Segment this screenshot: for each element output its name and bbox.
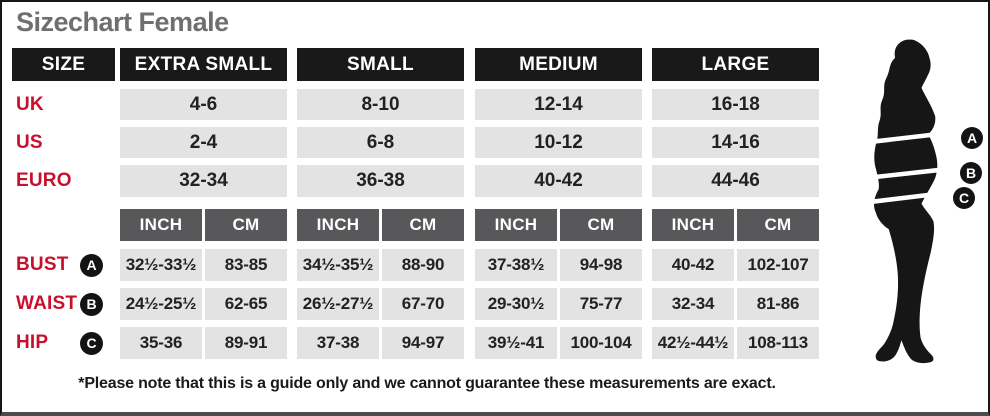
marker-a-badge: A — [80, 253, 103, 277]
row-label-cell: WAIST B — [12, 288, 115, 320]
header-large: LARGE — [652, 48, 819, 81]
row-label-cell: UK — [12, 89, 115, 120]
table-row-bust: BUST A 32½-33½ 83-85 34½-35½ 88-90 37-38… — [12, 249, 819, 281]
figure-marker-b-badge: B — [960, 162, 982, 184]
hip-xs-cm: 89-91 — [205, 327, 287, 359]
marker-c-badge: C — [80, 331, 103, 355]
bust-s-cm: 88-90 — [382, 249, 464, 281]
euro-medium: 40-42 — [475, 165, 642, 197]
hip-s-cm: 94-97 — [382, 327, 464, 359]
row-label-bust: BUST — [16, 254, 69, 275]
table-row-us: US 2-4 6-8 10-12 14-16 — [12, 127, 819, 158]
row-label-us: US — [16, 131, 43, 153]
waist-m-inch: 29-30½ — [475, 288, 557, 320]
unit-inch: INCH — [475, 209, 557, 241]
bust-measure-line — [872, 131, 944, 144]
waist-s-cm: 67-70 — [382, 288, 464, 320]
footnote: *Please note that this is a guide only a… — [78, 375, 776, 392]
bust-m-cm: 94-98 — [560, 249, 642, 281]
row-label-uk: UK — [16, 93, 44, 115]
hip-l-cm: 108-113 — [737, 327, 819, 359]
table-row-waist: WAIST B 24½-25½ 62-65 26½-27½ 67-70 29-3… — [12, 288, 819, 320]
waist-s-inch: 26½-27½ — [297, 288, 379, 320]
size-chart-table: SIZE EXTRA SMALL SMALL MEDIUM LARGE UK 4… — [12, 48, 819, 359]
us-large: 14-16 — [652, 127, 819, 158]
waist-xs-cm: 62-65 — [205, 288, 287, 320]
euro-small: 36-38 — [297, 165, 464, 197]
euro-large: 44-46 — [652, 165, 819, 197]
euro-extra-small: 32-34 — [120, 165, 287, 197]
header-size: SIZE — [12, 48, 115, 81]
unit-inch: INCH — [120, 209, 202, 241]
unit-inch: INCH — [297, 209, 379, 241]
unit-inch: INCH — [652, 209, 734, 241]
row-label-euro: EURO — [16, 170, 72, 191]
uk-medium: 12-14 — [475, 89, 642, 120]
unit-header-row: INCH CM INCH CM INCH CM INCH CM — [12, 209, 819, 241]
us-small: 6-8 — [297, 127, 464, 158]
uk-small: 8-10 — [297, 89, 464, 120]
hip-m-inch: 39½-41 — [475, 327, 557, 359]
row-label-cell: HIP C — [12, 327, 115, 359]
bust-l-cm: 102-107 — [737, 249, 819, 281]
female-silhouette-figure: A B C — [857, 32, 988, 412]
unit-cm: CM — [382, 209, 464, 241]
us-medium: 10-12 — [475, 127, 642, 158]
unit-cm: CM — [205, 209, 287, 241]
bust-l-inch: 40-42 — [652, 249, 734, 281]
hip-s-inch: 37-38 — [297, 327, 379, 359]
waist-m-cm: 75-77 — [560, 288, 642, 320]
hip-xs-inch: 35-36 — [120, 327, 202, 359]
header-extra-small: EXTRA SMALL — [120, 48, 287, 81]
header-small: SMALL — [297, 48, 464, 81]
hip-m-cm: 100-104 — [560, 327, 642, 359]
bust-s-inch: 34½-35½ — [297, 249, 379, 281]
waist-xs-inch: 24½-25½ — [120, 288, 202, 320]
row-label-cell: BUST A — [12, 249, 115, 281]
table-row-euro: EURO 32-34 36-38 40-42 44-46 — [12, 165, 819, 197]
header-medium: MEDIUM — [475, 48, 642, 81]
row-label-hip: HIP — [16, 332, 49, 353]
table-row-uk: UK 4-6 8-10 12-14 16-18 — [12, 89, 819, 120]
page-title: Sizechart Female — [16, 7, 229, 37]
bust-xs-cm: 83-85 — [205, 249, 287, 281]
uk-extra-small: 4-6 — [120, 89, 287, 120]
figure-marker-a-badge: A — [961, 127, 983, 149]
uk-large: 16-18 — [652, 89, 819, 120]
hip-measure-line — [871, 191, 940, 205]
unit-cm: CM — [560, 209, 642, 241]
table-row-hip: HIP C 35-36 89-91 37-38 94-97 39½-41 100… — [12, 327, 819, 359]
waist-l-inch: 32-34 — [652, 288, 734, 320]
female-silhouette-icon — [871, 39, 944, 364]
unit-cm: CM — [737, 209, 819, 241]
figure-marker-c-badge: C — [953, 187, 975, 209]
row-label-waist: WAIST — [16, 293, 78, 314]
hip-l-inch: 42½-44½ — [652, 327, 734, 359]
bust-m-inch: 37-38½ — [475, 249, 557, 281]
row-label-cell: US — [12, 127, 115, 158]
table-header-row: SIZE EXTRA SMALL SMALL MEDIUM LARGE — [12, 48, 819, 81]
bust-xs-inch: 32½-33½ — [120, 249, 202, 281]
row-label-cell: EURO — [12, 165, 115, 197]
waist-l-cm: 81-86 — [737, 288, 819, 320]
waist-measure-line — [872, 167, 940, 180]
marker-b-badge: B — [80, 292, 103, 316]
us-extra-small: 2-4 — [120, 127, 287, 158]
